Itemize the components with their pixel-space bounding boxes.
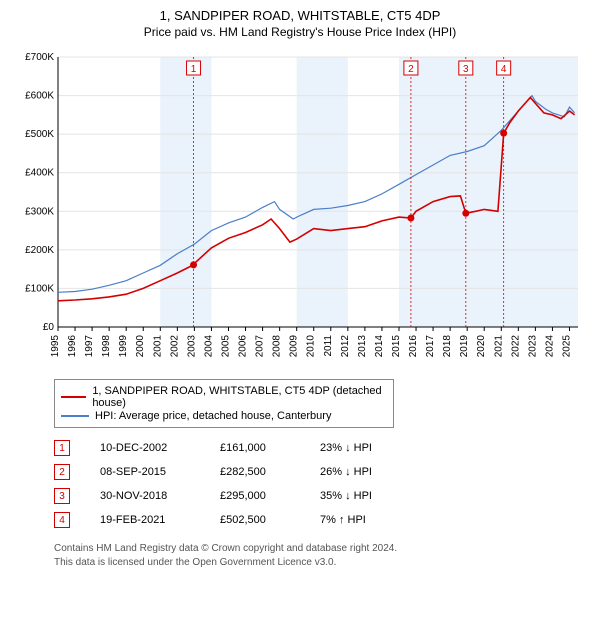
marker-badge: 4	[54, 512, 70, 528]
tx-date: 30-NOV-2018	[100, 490, 220, 502]
svg-text:2000: 2000	[135, 335, 146, 358]
transaction-table: 1 10-DEC-2002 £161,000 23% ↓ HPI 2 08-SE…	[54, 438, 588, 530]
svg-text:£400K: £400K	[25, 168, 54, 179]
svg-text:2004: 2004	[203, 335, 214, 358]
tx-pct: 23% ↓ HPI	[320, 442, 400, 454]
svg-text:2020: 2020	[476, 335, 487, 358]
container: 1, SANDPIPER ROAD, WHITSTABLE, CT5 4DP P…	[0, 0, 600, 578]
svg-text:1: 1	[191, 64, 197, 75]
svg-text:2005: 2005	[220, 335, 231, 358]
svg-text:1997: 1997	[84, 335, 95, 358]
svg-text:1996: 1996	[67, 335, 78, 358]
svg-text:£0: £0	[43, 322, 55, 333]
tx-price: £502,500	[220, 514, 320, 526]
svg-text:2003: 2003	[186, 335, 197, 358]
svg-text:2025: 2025	[561, 335, 572, 358]
svg-text:2012: 2012	[340, 335, 351, 358]
svg-text:£200K: £200K	[25, 245, 54, 256]
table-row: 2 08-SEP-2015 £282,500 26% ↓ HPI	[54, 462, 588, 482]
marker-badge: 1	[54, 440, 70, 456]
chart-subtitle: Price paid vs. HM Land Registry's House …	[12, 25, 588, 39]
table-row: 3 30-NOV-2018 £295,000 35% ↓ HPI	[54, 486, 588, 506]
tx-price: £282,500	[220, 466, 320, 478]
svg-text:2010: 2010	[306, 335, 317, 358]
tx-price: £295,000	[220, 490, 320, 502]
svg-text:£500K: £500K	[25, 129, 54, 140]
svg-text:2019: 2019	[459, 335, 470, 358]
tx-pct: 35% ↓ HPI	[320, 490, 400, 502]
legend-swatch	[61, 415, 89, 417]
svg-text:£700K: £700K	[25, 52, 54, 63]
marker-badge: 3	[54, 488, 70, 504]
svg-text:2007: 2007	[255, 335, 266, 358]
svg-text:4: 4	[501, 64, 507, 75]
svg-text:2009: 2009	[289, 335, 300, 358]
svg-text:2: 2	[408, 64, 414, 75]
svg-text:£600K: £600K	[25, 91, 54, 102]
svg-text:2015: 2015	[391, 335, 402, 358]
svg-text:3: 3	[463, 64, 469, 75]
legend-label: HPI: Average price, detached house, Cant…	[95, 410, 331, 422]
svg-text:2022: 2022	[510, 335, 521, 358]
svg-text:1999: 1999	[118, 335, 129, 358]
legend-item: 1, SANDPIPER ROAD, WHITSTABLE, CT5 4DP (…	[61, 385, 387, 409]
attribution: Contains HM Land Registry data © Crown c…	[54, 542, 588, 570]
legend: 1, SANDPIPER ROAD, WHITSTABLE, CT5 4DP (…	[54, 379, 394, 428]
svg-text:2014: 2014	[374, 335, 385, 358]
chart-title: 1, SANDPIPER ROAD, WHITSTABLE, CT5 4DP	[12, 8, 588, 23]
svg-text:£100K: £100K	[25, 283, 54, 294]
marker-badge: 2	[54, 464, 70, 480]
svg-text:2023: 2023	[527, 335, 538, 358]
tx-pct: 26% ↓ HPI	[320, 466, 400, 478]
svg-text:1998: 1998	[101, 335, 112, 358]
svg-text:2024: 2024	[544, 335, 555, 358]
svg-text:2008: 2008	[272, 335, 283, 358]
attribution-line: Contains HM Land Registry data © Crown c…	[54, 542, 588, 556]
svg-text:2018: 2018	[442, 335, 453, 358]
svg-text:2002: 2002	[169, 335, 180, 358]
svg-text:2016: 2016	[408, 335, 419, 358]
svg-text:£300K: £300K	[25, 206, 54, 217]
tx-date: 08-SEP-2015	[100, 466, 220, 478]
svg-text:2013: 2013	[357, 335, 368, 358]
tx-price: £161,000	[220, 442, 320, 454]
legend-swatch	[61, 396, 86, 398]
tx-date: 19-FEB-2021	[100, 514, 220, 526]
table-row: 1 10-DEC-2002 £161,000 23% ↓ HPI	[54, 438, 588, 458]
svg-text:2001: 2001	[152, 335, 163, 358]
svg-text:2011: 2011	[323, 335, 334, 357]
tx-date: 10-DEC-2002	[100, 442, 220, 454]
legend-label: 1, SANDPIPER ROAD, WHITSTABLE, CT5 4DP (…	[92, 385, 387, 409]
chart: £0 £100K £200K £300K £400K £500K £600K £700K 199…	[12, 47, 588, 367]
svg-text:2021: 2021	[493, 335, 504, 358]
legend-item: HPI: Average price, detached house, Cant…	[61, 410, 387, 422]
chart-svg: £0 £100K £200K £300K £400K £500K £600K £700K 199…	[12, 47, 588, 367]
svg-text:1995: 1995	[50, 335, 61, 358]
svg-text:2006: 2006	[238, 335, 249, 358]
attribution-line: This data is licensed under the Open Gov…	[54, 556, 588, 570]
table-row: 4 19-FEB-2021 £502,500 7% ↑ HPI	[54, 510, 588, 530]
svg-text:2017: 2017	[425, 335, 436, 358]
tx-pct: 7% ↑ HPI	[320, 514, 400, 526]
